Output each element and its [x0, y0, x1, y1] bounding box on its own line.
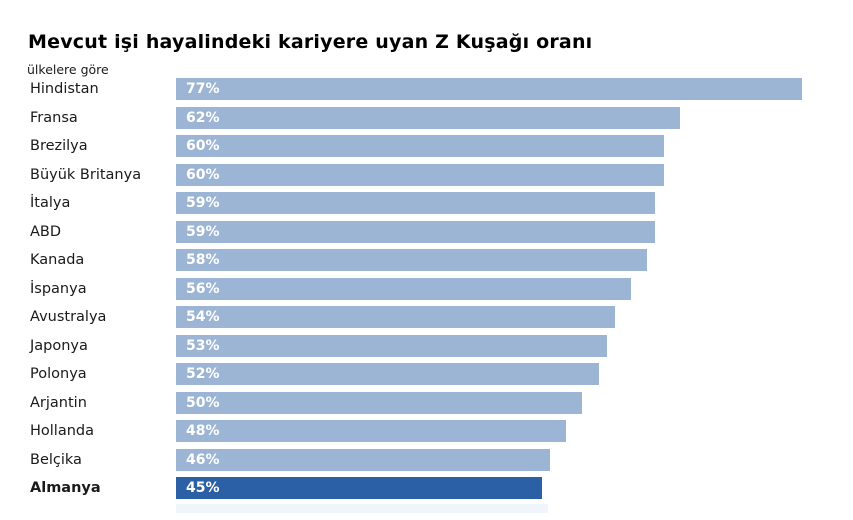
bar-highlight: 45% [176, 477, 542, 499]
country-label: ABD [30, 223, 62, 240]
bar-row: Avustralya 54% [0, 306, 853, 335]
bar-value-label: 59% [186, 223, 220, 240]
country-label: Hindistan [30, 81, 99, 97]
bar-value-label: 53% [186, 337, 220, 354]
bar-row: Hindistan 77% [0, 78, 853, 107]
bar: 58% [176, 249, 648, 271]
country-label: İspanya [30, 280, 87, 297]
bar-row: Fransa 62% [0, 106, 853, 136]
bar: 50% [176, 391, 583, 414]
bar-row: Hollanda 48% [0, 420, 853, 449]
bar-value-label: 54% [186, 309, 220, 325]
bar-value-label: 60% [186, 138, 220, 154]
cropped-next-bar-artifact [176, 504, 548, 513]
bar-row: Belçika 46% [0, 448, 853, 478]
bar: 59% [176, 192, 656, 214]
bar-row: Almanya 45% [0, 477, 853, 506]
country-label: Hollanda [30, 423, 94, 439]
country-label: Belçika [30, 451, 82, 468]
bar-row: Kanada 58% [0, 249, 853, 278]
bar: 54% [176, 306, 615, 328]
bar-value-label: 56% [186, 280, 220, 297]
country-label: Polonya [30, 366, 87, 382]
country-label: Almanya [30, 480, 101, 496]
country-label: Avustralya [30, 309, 107, 325]
bar-row: Japonya 53% [0, 334, 853, 364]
bar-row: Brezilya 60% [0, 135, 853, 164]
bar: 60% [176, 163, 664, 186]
bar-value-label: 62% [186, 109, 220, 126]
bar-value-label: 50% [186, 394, 220, 411]
chart-subtitle: ülkelere göre [27, 62, 109, 77]
bar-value-label: 45% [186, 480, 220, 496]
bar-row: Büyük Britanya 60% [0, 163, 853, 193]
bar-value-label: 46% [186, 451, 220, 468]
bar: 62% [176, 106, 680, 129]
country-label: İtalya [30, 195, 71, 211]
chart-title: Mevcut işi hayalindeki kariyere uyan Z K… [28, 31, 593, 53]
country-label: Brezilya [30, 138, 88, 154]
bar: 56% [176, 277, 631, 300]
bar-row: Arjantin 50% [0, 391, 853, 421]
bar-value-label: 58% [186, 252, 220, 268]
bar: 60% [176, 135, 664, 157]
bar: 52% [176, 363, 599, 385]
bar-value-label: 77% [186, 81, 220, 97]
country-label: Arjantin [30, 394, 87, 411]
bar-value-label: 52% [186, 366, 220, 382]
bar-rows-container: Hindistan 77% Fransa 62% Brezilya 60% Büyük Br… [0, 78, 853, 506]
country-label: Kanada [30, 252, 85, 268]
country-label: Büyük Britanya [30, 166, 142, 183]
bar: 59% [176, 220, 656, 243]
bar: 48% [176, 420, 566, 442]
bar: 46% [176, 448, 550, 471]
bar: 53% [176, 334, 607, 357]
bar-value-label: 60% [186, 166, 220, 183]
bar-value-label: 59% [186, 195, 220, 211]
bar-row: ABD 59% [0, 220, 853, 250]
country-label: Japonya [30, 337, 88, 354]
bar-row: İspanya 56% [0, 277, 853, 307]
bar-row: İtalya 59% [0, 192, 853, 221]
bar-value-label: 48% [186, 423, 220, 439]
bar-row: Polonya 52% [0, 363, 853, 392]
country-label: Fransa [30, 109, 78, 126]
bar: 77% [176, 78, 802, 100]
